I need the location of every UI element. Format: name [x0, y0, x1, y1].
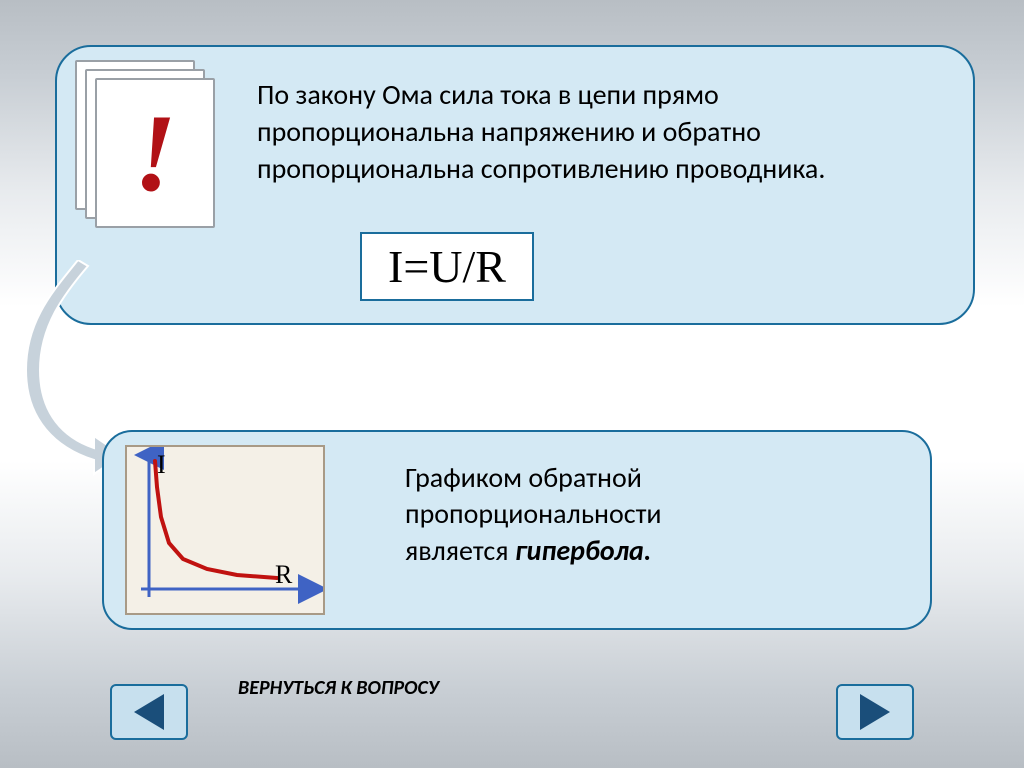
law-text: По закону Ома сила тока в цепи прямо про…	[257, 77, 933, 188]
ir-chart: I R	[125, 445, 325, 615]
chart-y-label: I	[157, 450, 166, 479]
formula-text: I=U/R	[388, 241, 506, 292]
chart-x-label: R	[275, 560, 293, 589]
formula-box: I=U/R	[360, 232, 534, 301]
chart-svg: I R	[127, 447, 323, 613]
arrow-left-icon	[134, 694, 164, 730]
caption-line: является	[405, 533, 515, 568]
nav-row: ВЕРНУТЬСЯ К ВОПРОСУ	[0, 676, 1024, 740]
caption-line: пропорциональности	[405, 496, 662, 531]
exclamation-icon: !	[95, 78, 215, 228]
note-pages-icon: !	[75, 60, 225, 230]
prev-button[interactable]	[110, 684, 188, 740]
caption-hyperbola: гипербола.	[515, 533, 651, 568]
arrow-right-icon	[860, 694, 890, 730]
next-button[interactable]	[836, 684, 914, 740]
graph-caption: Графиком обратной пропорциональности явл…	[405, 460, 905, 569]
caption-line: Графиком обратной	[405, 460, 642, 495]
return-link[interactable]: ВЕРНУТЬСЯ К ВОПРОСУ	[238, 676, 439, 700]
